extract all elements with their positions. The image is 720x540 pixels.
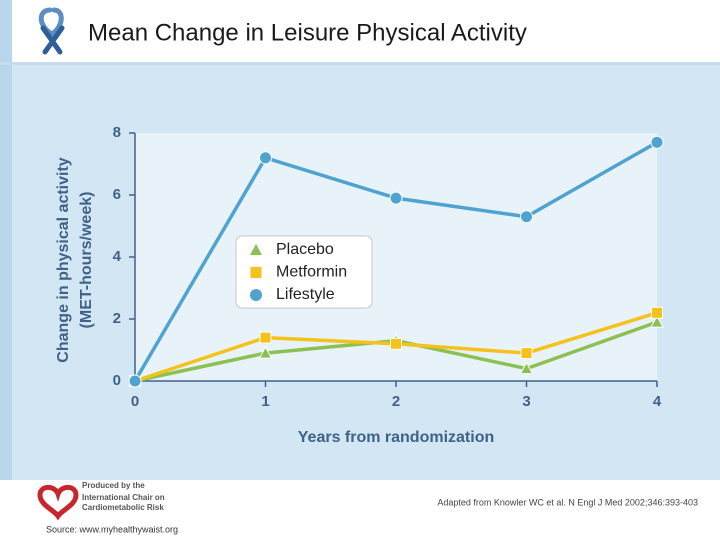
legend-label: Placebo xyxy=(276,241,334,258)
legend-label: Lifestyle xyxy=(276,286,335,303)
chart-title: Mean Change in Leisure Physical Activity xyxy=(88,19,527,46)
marker xyxy=(128,374,142,388)
marker xyxy=(520,347,533,360)
marker xyxy=(650,315,664,328)
y-tick-label: 6 xyxy=(113,186,121,203)
logo-text: Cardiometabolic Risk xyxy=(82,503,164,512)
marker xyxy=(519,361,534,375)
marker xyxy=(650,135,664,149)
title-rule xyxy=(0,62,720,65)
y-axis-title: (MET-hours/week) xyxy=(78,192,95,329)
marker xyxy=(259,151,272,165)
legend-marker xyxy=(250,267,262,278)
citation: Adapted from Knowler WC et al. N Engl J … xyxy=(437,497,698,507)
legend-label: Metformin xyxy=(276,264,347,281)
logo-text: Produced by the xyxy=(82,481,145,490)
marker xyxy=(259,331,272,344)
plot: 0 2 4 6 8 0 1 2 3 4 xyxy=(113,124,664,410)
legend-marker xyxy=(250,244,262,255)
y-axis-title: Change in physical activity xyxy=(55,157,72,363)
x-tick-label: 3 xyxy=(522,393,530,410)
marker xyxy=(258,346,273,359)
y-tick-label: 0 xyxy=(113,372,121,389)
marker xyxy=(390,337,402,350)
footer xyxy=(0,480,720,540)
legend: Placebo Metformin Lifestyle xyxy=(235,235,373,309)
y-tick-label: 2 xyxy=(113,310,121,327)
marker xyxy=(389,191,403,205)
logo-text: International Chair on xyxy=(82,493,165,502)
marker xyxy=(520,210,533,224)
side-strip xyxy=(0,0,12,480)
x-tick-label: 4 xyxy=(653,393,662,410)
legend-marker xyxy=(250,289,262,301)
y-tick-label: 8 xyxy=(113,124,121,141)
legend-box xyxy=(235,235,373,309)
x-tick-label: 0 xyxy=(131,393,139,410)
y-tick-label: 4 xyxy=(113,248,122,265)
x-tick-label: 2 xyxy=(392,393,400,410)
source: Source: www.myhealthywaist.org xyxy=(46,524,178,534)
marker xyxy=(651,306,663,319)
ribbon-logo xyxy=(38,7,65,55)
x-axis-title: Years from randomization xyxy=(298,429,495,446)
x-tick-label: 1 xyxy=(261,393,269,410)
footer-logo xyxy=(37,484,79,521)
